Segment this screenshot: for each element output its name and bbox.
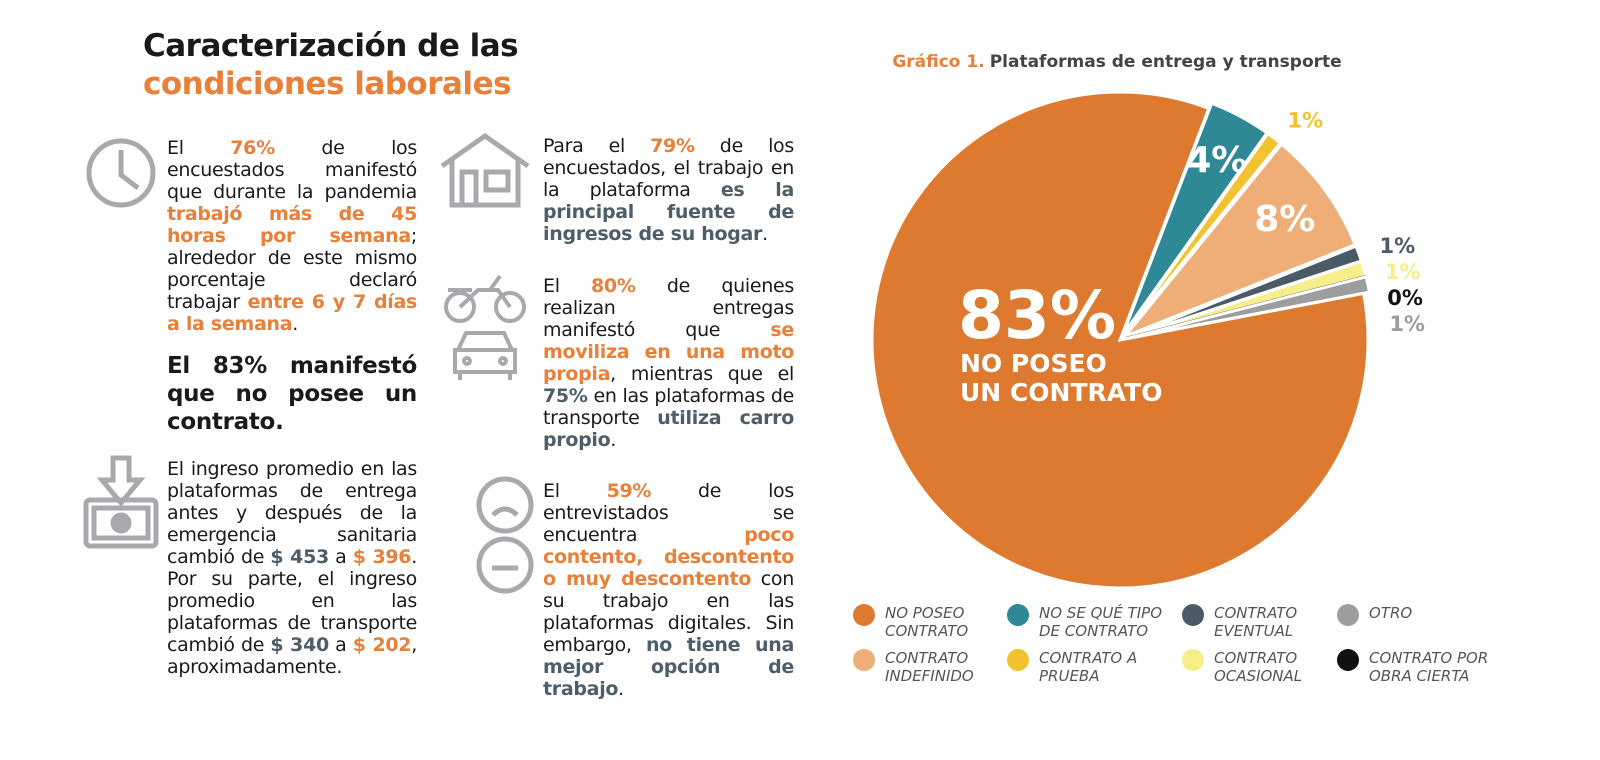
money-icon	[83, 455, 159, 549]
body-text: El	[543, 275, 592, 297]
legend-swatch	[853, 604, 875, 626]
body-text: , mientras que el	[610, 363, 794, 385]
highlight-text: 59%	[606, 480, 652, 502]
legend-label: CONTRATO POR OBRA CIERTA	[1369, 649, 1489, 685]
data-label: 1%	[1385, 260, 1421, 284]
highlight-text: $ 453	[270, 546, 329, 568]
body-text: Para el	[543, 135, 651, 157]
body-text: de los entrevistados se encuentra	[543, 480, 794, 546]
legend-label: CONTRATO EVENTUAL	[1214, 604, 1298, 640]
legend-label: CONTRATO INDEFINIDO	[885, 649, 974, 685]
highlight-text: 80%	[591, 275, 636, 297]
legend-swatch	[1007, 649, 1029, 671]
body-text: ; alrededor de este mismo porcentaje dec…	[167, 225, 417, 313]
clock-icon	[86, 138, 156, 208]
body-text: .	[618, 678, 624, 700]
chart-title: Gráfico 1. Plataformas de entrega y trans…	[892, 52, 1341, 72]
house-icon	[440, 132, 530, 208]
highlight-text: 75%	[543, 385, 588, 407]
body-text: El 83% manifestó que no posee un contrat…	[167, 353, 417, 435]
highlight-text: $ 340	[270, 634, 329, 656]
paragraph: El 59% de los entrevistados se encuentra…	[543, 480, 794, 700]
body-text: , aproximadamente.	[167, 634, 417, 678]
legend-label: CONTRATO OCASIONAL	[1214, 649, 1303, 685]
body-text: a	[328, 634, 353, 656]
body-text: .	[762, 223, 768, 245]
highlight-text: se moviliza en una moto propia	[543, 319, 794, 385]
legend-swatch	[1337, 604, 1359, 626]
paragraph: Para el 79% de los encuestados, el traba…	[543, 135, 794, 245]
pie-slice	[1122, 131, 1283, 337]
body-text: de los encuestados, el trabajo en la pla…	[543, 135, 794, 201]
data-label: 0%	[1387, 286, 1423, 310]
data-label: 1%	[1389, 312, 1425, 336]
annotation: NO POSEO	[960, 349, 1107, 378]
highlight-text: utiliza carro propio	[543, 407, 794, 451]
body-text: .	[610, 429, 617, 451]
pie-slice	[1120, 142, 1358, 340]
title-line: condiciones laborales	[143, 66, 512, 102]
pie-slice	[870, 90, 1370, 590]
car-icon	[453, 331, 517, 380]
legend-swatch	[853, 649, 875, 671]
chart-title-text: Plataformas de entrega y transporte	[990, 52, 1342, 72]
highlight-text: es la principal fuente de ingresos de su…	[543, 179, 794, 245]
pie-slice	[1125, 274, 1372, 341]
paragraph: El 83% manifestó que no posee un contrat…	[167, 352, 417, 436]
highlight-text: 79%	[650, 135, 695, 157]
legend-label: NO POSEO CONTRATO	[885, 604, 969, 640]
legend-label: CONTRATO A PRUEBA	[1039, 649, 1138, 685]
legend-swatch	[1007, 604, 1029, 626]
title-line: Caracterización de las	[143, 28, 519, 64]
body-text: de quienes realizan entregas manifestó q…	[543, 275, 794, 341]
annotation: UN CONTRATO	[960, 378, 1162, 407]
highlight-text: no tiene una mejor opción de trabajo	[543, 634, 794, 700]
body-text: El	[167, 137, 231, 159]
body-text: .	[292, 313, 298, 335]
legend-swatch	[1182, 604, 1204, 626]
paragraph: El ingreso promedio en las plataformas d…	[167, 458, 417, 678]
highlight-text: 76%	[230, 137, 275, 159]
body-text: a	[328, 546, 353, 568]
legend-swatch	[1337, 649, 1359, 671]
body-text: . Por su parte, el ingreso promedio en l…	[167, 546, 417, 656]
highlight-text: entre 6 y 7 días a la semana	[167, 291, 417, 335]
highlight-text: $ 396	[352, 546, 412, 568]
paragraph: El 80% de quienes realizan entregas mani…	[543, 275, 794, 451]
paragraph: El 76% de los encuestados manifestó que …	[167, 137, 417, 335]
chart-title-label: Gráfico 1.	[892, 52, 984, 72]
body-text: El	[543, 480, 607, 502]
neutral-face-icon	[476, 536, 534, 594]
body-text: con su trabajo en las plataformas digita…	[543, 568, 794, 656]
body-text: de los encuestados manifestó que durante…	[167, 137, 417, 203]
data-label: 1%	[1380, 234, 1416, 258]
legend-label: NO SE QUÉ TIPO DE CONTRATO	[1039, 604, 1163, 640]
body-text: El ingreso promedio en las plataformas d…	[167, 458, 417, 568]
moto-icon	[444, 274, 526, 323]
sad-face-icon	[476, 476, 534, 534]
body-text: en las plataformas de transporte	[543, 385, 794, 429]
data-label: 8%	[1254, 199, 1315, 240]
legend-label: OTRO	[1369, 604, 1413, 622]
highlight-text: trabajó más de 45 horas por semana	[167, 203, 417, 247]
data-label: 1%	[1287, 109, 1323, 133]
legend-swatch	[1182, 649, 1204, 671]
highlight-text: poco contento, descontento o muy descont…	[543, 524, 794, 590]
highlight-text: $ 202	[352, 634, 412, 656]
data-label: 83%	[958, 277, 1116, 354]
